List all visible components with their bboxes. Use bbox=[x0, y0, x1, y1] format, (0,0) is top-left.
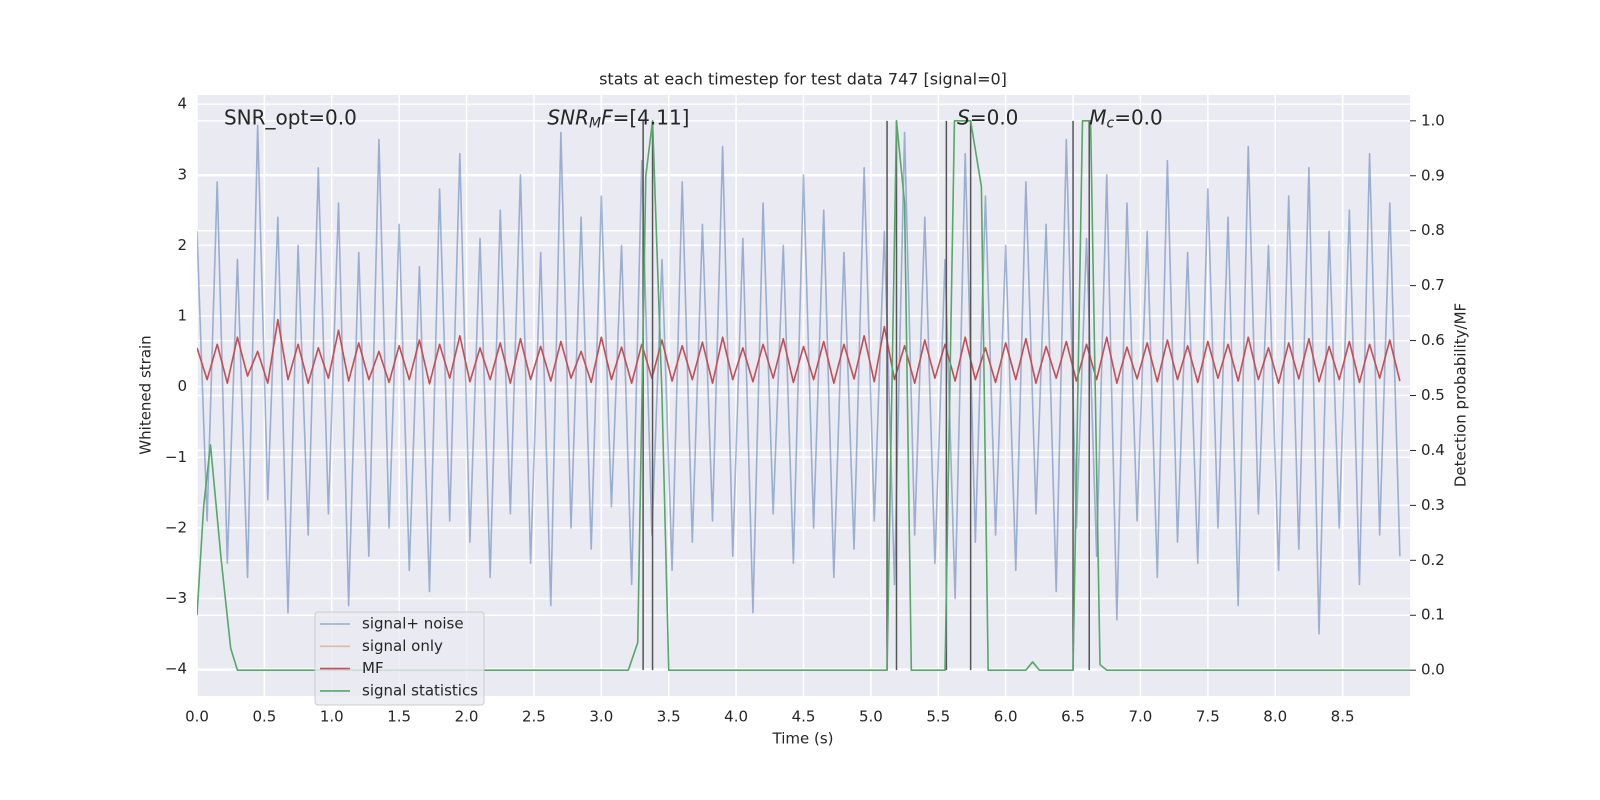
plot bbox=[197, 120, 1410, 671]
y-tick-label: −1 bbox=[165, 448, 187, 466]
y2-tick-label: 0.7 bbox=[1421, 276, 1445, 294]
y2-tick-label: 0.5 bbox=[1421, 386, 1445, 404]
annotation: SNR_opt=0.0 bbox=[224, 105, 357, 129]
annotation-part: M bbox=[589, 115, 601, 131]
annotation-part: =[4.11] bbox=[613, 105, 690, 129]
x-tick-label: 6.0 bbox=[994, 708, 1018, 726]
series-line bbox=[197, 120, 1410, 671]
x-axis-label: Time (s) bbox=[772, 730, 834, 748]
x-tick-label: 7.0 bbox=[1129, 708, 1153, 726]
x-tick-label: 7.5 bbox=[1196, 708, 1220, 726]
y-tick-label: 1 bbox=[177, 307, 187, 325]
x-tick-label: 2.0 bbox=[455, 708, 479, 726]
y2-tick-label: 0.4 bbox=[1421, 441, 1445, 459]
x-tick-label: 1.0 bbox=[320, 708, 344, 726]
x-tick-label: 6.5 bbox=[1061, 708, 1085, 726]
y2-tick-label: 1.0 bbox=[1421, 111, 1445, 129]
chart-title: stats at each timestep for test data 747… bbox=[599, 70, 1007, 89]
y2-axis-label: Detection probability/MF bbox=[1452, 303, 1470, 487]
annotation-part: SNR bbox=[547, 105, 589, 129]
series-line bbox=[197, 318, 1401, 385]
y-axis-label: Whitened strain bbox=[137, 335, 155, 454]
legend-label: signal statistics bbox=[362, 681, 478, 699]
x-tick-label: 4.0 bbox=[724, 708, 748, 726]
x-tick-label: 3.0 bbox=[589, 708, 613, 726]
y-tick-label: −4 bbox=[165, 660, 187, 678]
grid bbox=[196, 95, 1410, 696]
y-tick-label: 4 bbox=[177, 95, 187, 113]
annotation-part: S bbox=[957, 105, 970, 129]
annotation: Mc=0.0 bbox=[1089, 105, 1163, 131]
annotation-part: =0.0 bbox=[1114, 105, 1163, 129]
legend-label: MF bbox=[362, 659, 384, 677]
annotation-part: c bbox=[1106, 115, 1114, 131]
annotation-part: SNR_opt=0.0 bbox=[224, 105, 357, 129]
legend-label: signal+ noise bbox=[362, 615, 464, 633]
y-tick-label: 2 bbox=[177, 236, 187, 254]
y2-tick-label: 0.0 bbox=[1421, 661, 1445, 679]
y2-tick-label: 0.9 bbox=[1421, 166, 1445, 184]
x-tick-label: 0.5 bbox=[252, 708, 276, 726]
y-tick-label: 3 bbox=[177, 165, 187, 183]
x-tick-label: 0.0 bbox=[185, 708, 209, 726]
y-tick-label: −3 bbox=[165, 589, 187, 607]
y2-tick-label: 0.1 bbox=[1421, 606, 1445, 624]
y-tick-label: 0 bbox=[177, 377, 187, 395]
series-line bbox=[197, 124, 1401, 635]
annotation-part: =0.0 bbox=[970, 105, 1019, 129]
annotation-part: M bbox=[1089, 105, 1106, 129]
annotation: SNRMF=[4.11] bbox=[547, 105, 689, 131]
x-tick-label: 4.5 bbox=[792, 708, 816, 726]
x-tick-label: 2.5 bbox=[522, 708, 546, 726]
y2-tick-label: 0.3 bbox=[1421, 496, 1445, 514]
x-tick-label: 8.5 bbox=[1331, 708, 1355, 726]
x-tick-label: 5.0 bbox=[859, 708, 883, 726]
x-tick-label: 5.5 bbox=[926, 708, 950, 726]
annotation: S=0.0 bbox=[957, 105, 1018, 129]
y-tick-label: −2 bbox=[165, 518, 187, 536]
y2-tick-label: 0.2 bbox=[1421, 551, 1445, 569]
y2-tick-label: 0.8 bbox=[1421, 221, 1445, 239]
annotation-part: F bbox=[601, 105, 613, 129]
y2-tick-label: 0.6 bbox=[1421, 331, 1445, 349]
x-tick-label: 3.5 bbox=[657, 708, 681, 726]
legend-label: signal only bbox=[362, 637, 443, 655]
x-tick-label: 8.0 bbox=[1263, 708, 1287, 726]
x-tick-label: 1.5 bbox=[387, 708, 411, 726]
legend-box bbox=[314, 611, 485, 706]
